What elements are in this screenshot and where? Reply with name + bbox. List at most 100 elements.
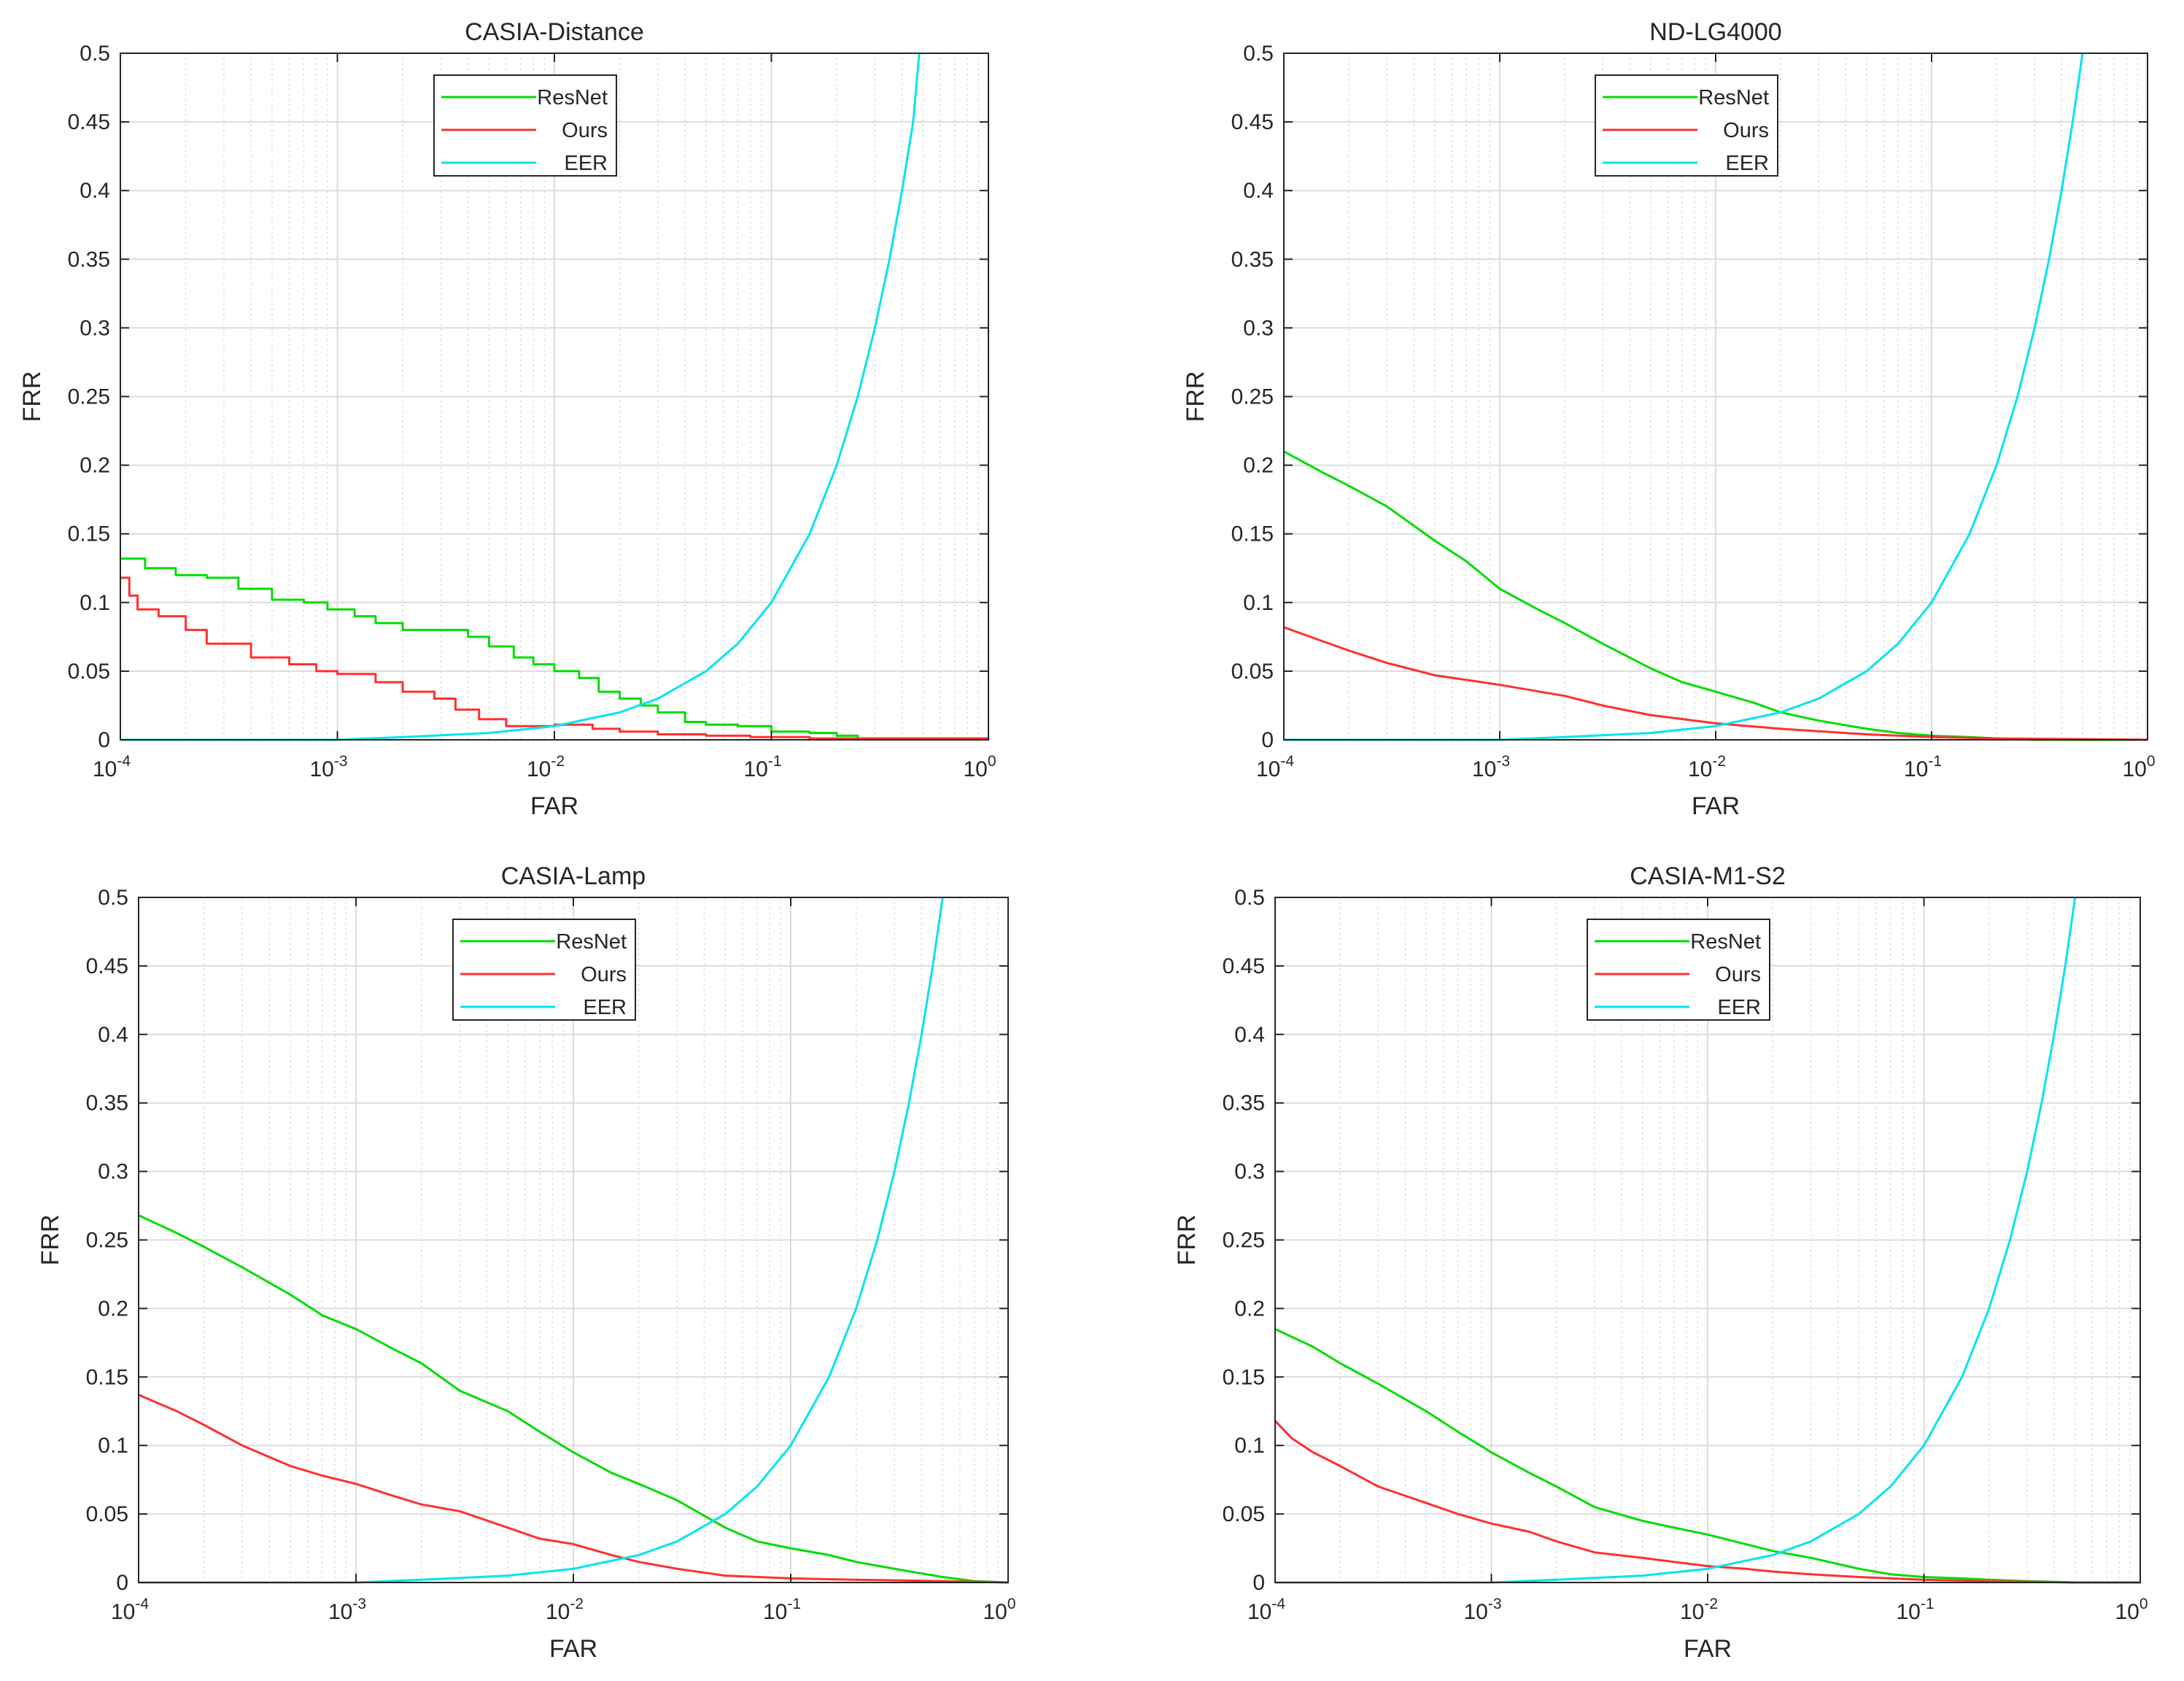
y-tick-label: 0.4: [80, 179, 110, 203]
legend-box: [452, 919, 636, 1021]
x-tick-label: 10-1: [1896, 1596, 1934, 1624]
x-tick-label: 100: [2122, 753, 2155, 781]
series-line-ours: [1274, 1420, 2140, 1584]
x-tick-label: 10-3: [309, 753, 347, 781]
y-tick-label: 0.15: [1231, 522, 1274, 546]
x-tick-label: 10-3: [1472, 753, 1510, 781]
y-tick-label: 0.2: [80, 454, 110, 478]
series-line-resnet: [1283, 450, 2148, 741]
y-tick-label: 0.45: [68, 110, 110, 134]
y-tick-label: 0.45: [86, 954, 128, 978]
x-tick-label: 10-4: [1256, 753, 1294, 781]
y-axis-label: FRR: [1173, 1215, 1201, 1266]
y-tick-label: 0.5: [80, 42, 110, 66]
legend-box: [433, 74, 617, 177]
y-tick-label: 0: [1261, 728, 1274, 752]
y-tick-label: 0.15: [1223, 1365, 1265, 1389]
y-tick-label: 0.5: [98, 886, 128, 910]
y-axis-label: FRR: [1182, 371, 1209, 422]
series-line-eer: [1284, 53, 2084, 741]
series-line-eer: [1275, 897, 2077, 1584]
y-tick-label: 0.05: [1223, 1502, 1265, 1526]
y-tick-label: 0.3: [98, 1160, 128, 1184]
x-tick-label: 10-2: [1688, 753, 1726, 781]
y-tick-label: 0.15: [68, 522, 110, 546]
series-line-ours: [1283, 626, 2148, 741]
y-tick-label: 0.4: [98, 1023, 128, 1047]
series-line-eer: [120, 53, 921, 741]
y-tick-label: 0.1: [80, 591, 110, 615]
x-tick-label: 10-4: [1247, 1596, 1285, 1624]
legend-label-resnet: ResNet: [1698, 86, 1769, 109]
y-tick-label: 0.15: [86, 1365, 128, 1389]
y-tick-label: 0.35: [1223, 1091, 1265, 1116]
legend-box: [1595, 74, 1778, 177]
x-tick-label: 100: [963, 753, 996, 781]
legend-label-resnet: ResNet: [556, 930, 627, 954]
x-tick-label: 10-1: [763, 1596, 801, 1624]
y-tick-label: 0.05: [68, 660, 110, 684]
x-tick-label: 10-4: [93, 753, 131, 781]
y-tick-label: 0.25: [86, 1229, 128, 1253]
y-tick-label: 0.1: [1243, 591, 1274, 615]
y-tick-label: 0.2: [1234, 1297, 1265, 1321]
y-tick-label: 0.25: [1223, 1229, 1265, 1253]
series-line-ours: [120, 576, 990, 740]
y-tick-label: 0.25: [68, 385, 110, 409]
legend-label-ours: Ours: [1715, 963, 1761, 986]
x-tick-label: 100: [983, 1596, 1015, 1624]
legend-label-resnet: ResNet: [537, 86, 608, 109]
y-tick-label: 0: [116, 1571, 128, 1595]
legend-label-resnet: ResNet: [1690, 930, 1761, 954]
legend-label-ours: Ours: [581, 963, 627, 986]
y-tick-label: 0.1: [98, 1434, 128, 1458]
y-tick-label: 0: [1252, 1571, 1265, 1595]
y-tick-label: 0.3: [1243, 316, 1274, 340]
x-axis-label: FAR: [1692, 792, 1740, 820]
chart-panel-2: 0 0.05 0.1 0.15 0.2 0.25 0.3 0.35 0.4 0.45 0.5 10-4…: [1182, 18, 2156, 820]
legend-box: [1587, 919, 1770, 1021]
y-tick-label: 0.35: [68, 247, 110, 271]
y-tick-label: 0.05: [1231, 660, 1274, 684]
y-tick-label: 0.5: [1243, 42, 1274, 66]
y-tick-label: 0.45: [1223, 954, 1265, 978]
y-tick-label: 0.35: [86, 1091, 128, 1116]
y-tick-label: 0.35: [1231, 247, 1274, 271]
y-tick-label: 0.1: [1234, 1434, 1265, 1458]
y-tick-label: 0.4: [1243, 179, 1274, 203]
chart-title: ND-LG4000: [1649, 18, 1781, 46]
legend-label-eer: EER: [1717, 996, 1761, 1019]
y-tick-label: 0.2: [98, 1297, 128, 1321]
legend: ResNet Ours EER: [1587, 919, 1770, 1021]
chart-title: CASIA-M1-S2: [1630, 862, 1786, 890]
y-tick-label: 0.4: [1234, 1023, 1265, 1047]
x-tick-label: 10-3: [1463, 1596, 1501, 1624]
x-tick-label: 10-4: [111, 1596, 149, 1624]
y-axis-label: FRR: [36, 1215, 64, 1266]
chart-panel-1: 0 0.05 0.1 0.15 0.2 0.25 0.3 0.35 0.4 0.45 0.5 10-4…: [18, 18, 996, 820]
series-line-resnet: [138, 1214, 1009, 1584]
x-tick-label: 100: [2115, 1596, 2148, 1624]
chart-title: CASIA-Distance: [465, 18, 644, 46]
y-tick-label: 0.25: [1231, 385, 1274, 409]
series-line-eer: [139, 897, 944, 1584]
series-line-ours: [138, 1394, 1009, 1584]
x-tick-label: 10-2: [1680, 1596, 1718, 1624]
legend: ResNet Ours EER: [1595, 74, 1778, 177]
series-line-resnet: [120, 557, 990, 740]
x-tick-label: 10-1: [743, 753, 781, 781]
legend-label-ours: Ours: [562, 119, 608, 142]
y-tick-label: 0.45: [1231, 110, 1274, 134]
chart-title: CASIA-Lamp: [501, 862, 646, 890]
y-tick-label: 0: [98, 728, 110, 752]
x-tick-label: 10-2: [546, 1596, 584, 1624]
series-line-resnet: [1274, 1328, 2140, 1584]
x-tick-label: 10-2: [527, 753, 565, 781]
legend-label-ours: Ours: [1723, 119, 1769, 142]
x-axis-label: FAR: [1684, 1635, 1732, 1663]
y-tick-label: 0.2: [1243, 454, 1274, 478]
y-tick-label: 0.05: [86, 1502, 128, 1526]
chart-panel-3: 0 0.05 0.1 0.15 0.2 0.25 0.3 0.35 0.4 0.45 0.5 10-4…: [36, 862, 1016, 1663]
x-tick-label: 10-1: [1904, 753, 1942, 781]
